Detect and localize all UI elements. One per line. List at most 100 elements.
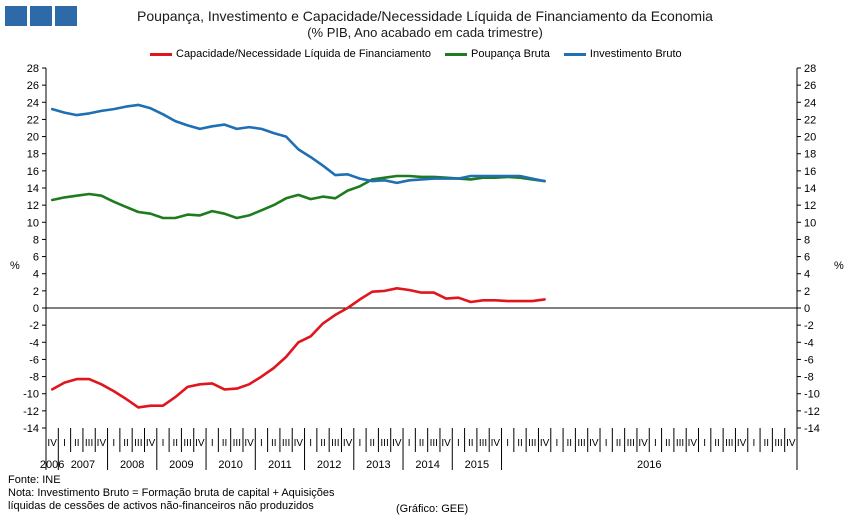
year-label: 2011 — [268, 459, 292, 471]
quarter-label: III — [528, 438, 536, 449]
chart-title: Poupança, Investimento e Capacidade/Nece… — [137, 8, 713, 24]
y-tick-label-left: 16 — [27, 166, 39, 178]
year-label: 2016 — [637, 459, 661, 471]
quarter-label: II — [763, 438, 769, 449]
quarter-label: II — [616, 438, 622, 449]
quarter-label: II — [468, 438, 474, 449]
y-tick-label-left: 14 — [27, 183, 39, 195]
year-label: 2015 — [465, 459, 489, 471]
y-tick-label-right: 16 — [804, 166, 816, 178]
y-tick-label-left: -4 — [29, 337, 39, 349]
y-tick-label-left: -10 — [23, 389, 39, 401]
quarter-label: I — [309, 438, 312, 449]
definition-note: Nota: Investimento Bruto = Formação brut… — [8, 487, 335, 499]
y-tick-label-right: -2 — [804, 320, 814, 332]
quarter-label: III — [134, 438, 142, 449]
quarter-label: III — [183, 438, 191, 449]
y-tick-label-right: 6 — [804, 252, 810, 264]
y-tick-label-right: -10 — [804, 389, 820, 401]
quarter-label: I — [260, 438, 263, 449]
quarter-label: II — [320, 438, 326, 449]
y-tick-label-left: -12 — [23, 406, 39, 418]
quarter-label: II — [665, 438, 671, 449]
year-label: 2013 — [366, 459, 390, 471]
quarter-label: III — [85, 438, 93, 449]
legend-swatch — [563, 52, 586, 56]
quarter-label: IV — [392, 438, 402, 449]
quarter-label: IV — [540, 438, 550, 449]
quarter-label: IV — [491, 438, 501, 449]
legend-swatch — [445, 52, 468, 56]
year-label: 2010 — [218, 459, 242, 471]
y-tick-label-left: 28 — [27, 63, 39, 75]
quarter-label: I — [112, 438, 115, 449]
quarter-label: III — [725, 438, 733, 449]
quarter-label: III — [479, 438, 487, 449]
quarter-label: I — [654, 438, 657, 449]
y-tick-label-left: 8 — [33, 234, 39, 246]
y-axis-label-left: % — [10, 260, 20, 272]
y-tick-label-right: 22 — [804, 114, 816, 126]
quarter-label: II — [172, 438, 178, 449]
quarter-label: III — [380, 438, 388, 449]
y-tick-label-right: -14 — [804, 423, 820, 435]
chart-credit: (Gráfico: GEE) — [396, 503, 469, 515]
year-label: 2007 — [71, 459, 95, 471]
quarter-label: II — [517, 438, 523, 449]
y-axis-label-right: % — [834, 260, 844, 272]
y-tick-label-right: 0 — [804, 303, 810, 315]
quarter-label: IV — [343, 438, 353, 449]
y-tick-label-right: 26 — [804, 80, 816, 92]
quarter-label: III — [577, 438, 585, 449]
quarter-label: II — [369, 438, 375, 449]
y-tick-label-left: 6 — [33, 252, 39, 264]
y-tick-label-right: 28 — [804, 63, 816, 75]
y-tick-label-right: 14 — [804, 183, 816, 195]
quarter-label: IV — [638, 438, 648, 449]
y-tick-label-left: 4 — [33, 269, 39, 281]
chart-legend: Capacidade/Necessidade Líquida de Financ… — [150, 48, 682, 60]
y-tick-label-left: -6 — [29, 354, 39, 366]
quarter-label: II — [74, 438, 80, 449]
legend-label: Investimento Bruto — [589, 48, 682, 60]
chart-notes: Fonte: INE Nota: Investimento Bruto = Fo… — [8, 474, 335, 513]
quarter-label: IV — [244, 438, 254, 449]
year-label: 2008 — [120, 459, 144, 471]
y-tick-label-right: 8 — [804, 234, 810, 246]
y-tick-label-left: 24 — [27, 97, 39, 109]
quarter-label: III — [676, 438, 684, 449]
quarter-label: IV — [97, 438, 107, 449]
year-label: 2006 — [40, 459, 64, 471]
series-line-2 — [50, 103, 546, 185]
quarter-label: III — [331, 438, 339, 449]
quarter-label: I — [753, 438, 756, 449]
quarter-label: II — [419, 438, 425, 449]
y-tick-label-right: -8 — [804, 372, 814, 384]
quarter-label: IV — [589, 438, 599, 449]
y-tick-label-left: 2 — [33, 286, 39, 298]
quarter-label: I — [457, 438, 460, 449]
series-line-1 — [50, 174, 546, 220]
brand-logo — [5, 6, 77, 26]
legend-item: Investimento Bruto — [563, 48, 682, 60]
quarter-label: IV — [688, 438, 698, 449]
quarter-label: II — [714, 438, 720, 449]
quarter-label: IV — [737, 438, 747, 449]
quarter-label: I — [506, 438, 509, 449]
year-label: 2009 — [169, 459, 193, 471]
y-tick-label-right: 4 — [804, 269, 810, 281]
quarter-label: II — [123, 438, 129, 449]
y-tick-label-right: 24 — [804, 97, 816, 109]
year-label: 2012 — [317, 459, 341, 471]
y-tick-label-left: 0 — [33, 303, 39, 315]
quarter-label: III — [282, 438, 290, 449]
series-line-0 — [50, 286, 546, 409]
legend-label: Capacidade/Necessidade Líquida de Financ… — [176, 48, 432, 60]
y-tick-label-left: -2 — [29, 320, 39, 332]
quarter-label: IV — [441, 438, 451, 449]
y-tick-label-left: 22 — [27, 114, 39, 126]
logo-square — [55, 6, 77, 26]
logo-square — [30, 6, 52, 26]
legend-item: Capacidade/Necessidade Líquida de Financ… — [150, 48, 431, 60]
quarter-label: IV — [294, 438, 304, 449]
